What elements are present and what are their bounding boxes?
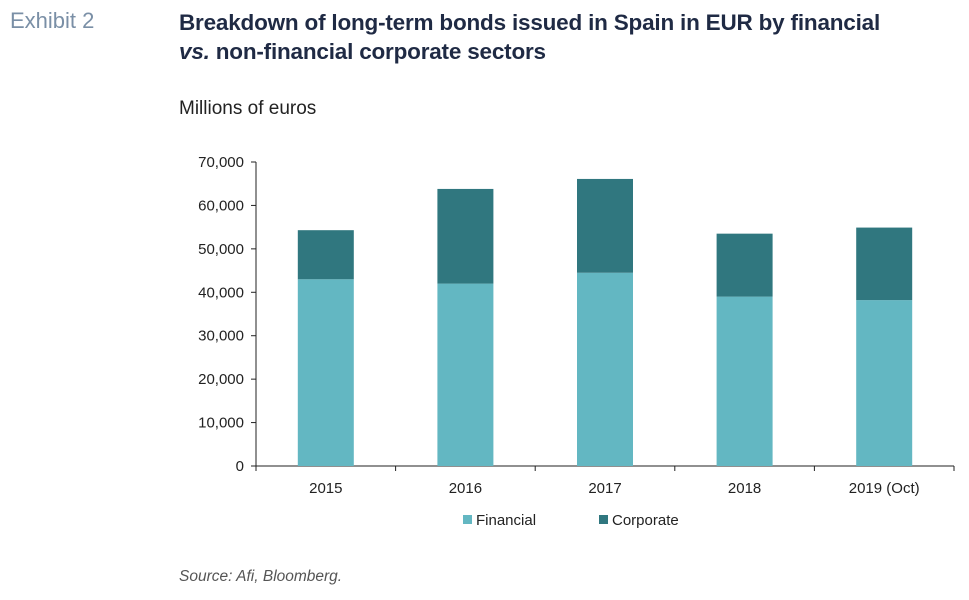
bar-financial-1 [437, 283, 494, 466]
y-tick-label: 70,000 [198, 154, 244, 171]
x-tick-label: 2018 [728, 480, 761, 497]
title-line-2: vs. non-financial corporate sectors [179, 37, 964, 66]
legend-swatch-corporate [599, 515, 608, 524]
bar-corporate-0 [297, 230, 354, 280]
bar-corporate-2 [577, 178, 633, 273]
x-tick-label: 2017 [588, 480, 621, 497]
stacked-bar-chart: 0 10,000 20,000 30,000 40,000 50,000 60,000 70,… [198, 154, 955, 529]
legend-label-corporate: Corporate [612, 512, 679, 529]
chart-title: Breakdown of long-term bonds issued in S… [179, 8, 964, 66]
y-tick-label: 30,000 [198, 328, 244, 345]
legend-label-financial: Financial [476, 512, 536, 529]
units-label: Millions of euros [179, 98, 317, 119]
source-note: Source: Afi, Bloomberg. [179, 568, 343, 585]
y-tick-label: 0 [236, 458, 244, 475]
legend-swatch-financial [463, 515, 472, 524]
bar-corporate-1 [437, 188, 494, 284]
bar-financial-3 [716, 296, 773, 466]
bar-financial-0 [297, 279, 354, 466]
bar-financial-2 [577, 272, 633, 466]
title-vs: vs. [179, 39, 210, 64]
exhibit-label: Exhibit 2 [10, 8, 95, 33]
y-tick-label: 20,000 [198, 371, 244, 388]
y-tick-label: 10,000 [198, 415, 244, 432]
title-line-2-rest: non-financial corporate sectors [209, 39, 546, 64]
bar-corporate-3 [716, 233, 773, 297]
title-line-1: Breakdown of long-term bonds issued in S… [179, 10, 881, 35]
y-tick-label: 50,000 [198, 241, 244, 258]
y-tick-label: 40,000 [198, 284, 244, 301]
bar-financial-4 [856, 300, 913, 466]
y-tick-label: 60,000 [198, 197, 244, 214]
bar-corporate-4 [856, 227, 913, 301]
x-tick-label: 2015 [309, 480, 342, 497]
x-tick-label: 2019 (Oct) [849, 480, 920, 497]
x-tick-label: 2016 [449, 480, 482, 497]
